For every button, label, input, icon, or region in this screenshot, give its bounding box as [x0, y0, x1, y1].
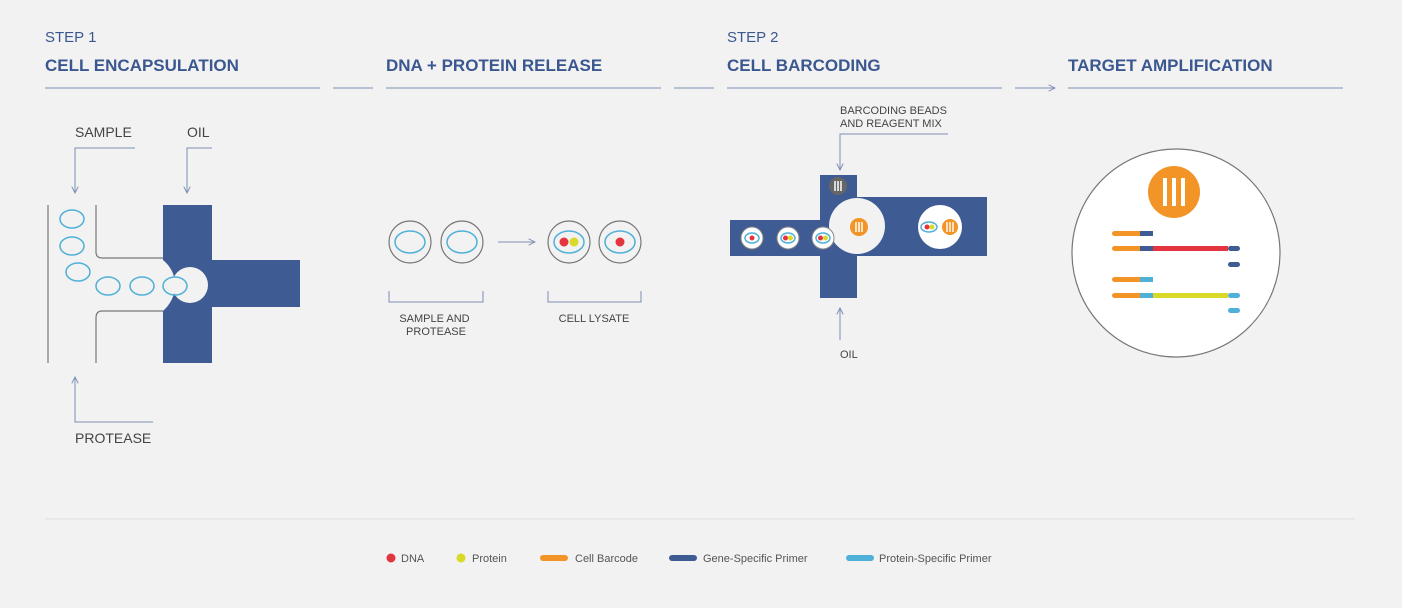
- dna: [749, 235, 755, 241]
- dna: [615, 237, 625, 247]
- step-label: STEP 2: [727, 29, 778, 46]
- label: SAMPLE: [75, 124, 132, 140]
- protein: [788, 235, 793, 241]
- protein-primer: [1228, 293, 1240, 298]
- amplicons: [1112, 231, 1240, 313]
- label: BARCODING BEADS AND REAGENT MIX: [840, 105, 950, 130]
- label: SAMPLE AND PROTEASE: [399, 313, 472, 338]
- cell: [59, 236, 85, 256]
- arrow: [840, 133, 948, 170]
- cell-barcode: [1112, 293, 1142, 298]
- label: PROTEASE: [75, 430, 151, 446]
- cell: [815, 232, 831, 244]
- gene-primer: [1228, 246, 1240, 251]
- gene-primer: [1140, 231, 1153, 236]
- cell-barcode: [1112, 246, 1142, 251]
- barcoding: BARCODING BEADS AND REAGENT MIX OIL: [730, 105, 987, 361]
- lysate: [604, 230, 636, 254]
- step-title: DNA + PROTEIN RELEASE: [386, 56, 602, 75]
- arrow: [75, 147, 135, 193]
- label: CELL LYSATE: [559, 313, 630, 325]
- droplet: [440, 220, 484, 264]
- protein: [929, 224, 935, 230]
- cell: [162, 276, 188, 296]
- protein: [1153, 293, 1228, 298]
- gene-primer: [1228, 262, 1240, 267]
- lysate: [920, 221, 938, 233]
- lysate: [553, 230, 585, 254]
- bead-mark: [946, 222, 954, 232]
- legend-swatch: [669, 555, 697, 561]
- protein: [569, 237, 579, 247]
- droplet: [918, 205, 962, 249]
- bracket: [388, 291, 642, 303]
- arrow: [75, 377, 153, 423]
- cell: [59, 209, 85, 229]
- cell: [744, 232, 760, 244]
- dna: [783, 235, 788, 241]
- cell: [446, 230, 478, 254]
- bead-mark: [834, 181, 842, 191]
- arrow: [187, 147, 212, 193]
- encapsulation: SAMPLE OIL PROTEASE: [47, 124, 300, 446]
- cell-barcode: [1112, 277, 1142, 282]
- protein-primer: [1140, 277, 1153, 282]
- legend-label: Protein: [472, 553, 507, 565]
- cell: [95, 276, 121, 296]
- label: OIL: [840, 349, 858, 361]
- step-title: TARGET AMPLIFICATION: [1068, 56, 1273, 75]
- step-title: CELL ENCAPSULATION: [45, 56, 239, 75]
- cell: [394, 230, 426, 254]
- step-label: STEP 1: [45, 29, 96, 46]
- bead-mark: [1163, 178, 1185, 206]
- amplification: [1071, 148, 1281, 358]
- headers: STEP 1 CELL ENCAPSULATION DNA + PROTEIN …: [45, 29, 1343, 88]
- legend-label: Cell Barcode: [575, 553, 638, 565]
- dna: [818, 235, 823, 241]
- bead-mark: [855, 222, 863, 232]
- channel: [95, 205, 163, 363]
- cell: [65, 262, 91, 282]
- protein: [823, 235, 828, 241]
- legend-label: Protein-Specific Primer: [879, 553, 992, 565]
- droplet: [388, 220, 432, 264]
- legend-label: DNA: [401, 553, 425, 565]
- dna: [924, 224, 930, 230]
- droplet: [547, 220, 591, 264]
- legend-label: Gene-Specific Primer: [703, 553, 808, 565]
- legend-swatch: [386, 553, 396, 563]
- dna: [1153, 246, 1228, 251]
- protein-primer: [1228, 308, 1240, 313]
- release: SAMPLE AND PROTEASE CELL LYSATE: [388, 220, 642, 338]
- gene-primer: [1140, 246, 1153, 251]
- droplet: [598, 220, 642, 264]
- legend-swatch: [456, 553, 466, 563]
- cell-barcode: [1112, 231, 1142, 236]
- protein-primer: [1140, 293, 1153, 298]
- legend: DNA Protein Cell Barcode Gene-Specific P…: [386, 553, 992, 565]
- droplet: [172, 267, 208, 303]
- dna: [559, 237, 569, 247]
- legend-swatch: [846, 555, 874, 561]
- label: OIL: [187, 124, 210, 140]
- oil-channel: [163, 205, 300, 363]
- droplet: [1071, 148, 1281, 358]
- legend-swatch: [540, 555, 568, 561]
- cell: [780, 232, 796, 244]
- cell: [129, 276, 155, 296]
- step-title: CELL BARCODING: [727, 56, 881, 75]
- cells: [740, 205, 962, 250]
